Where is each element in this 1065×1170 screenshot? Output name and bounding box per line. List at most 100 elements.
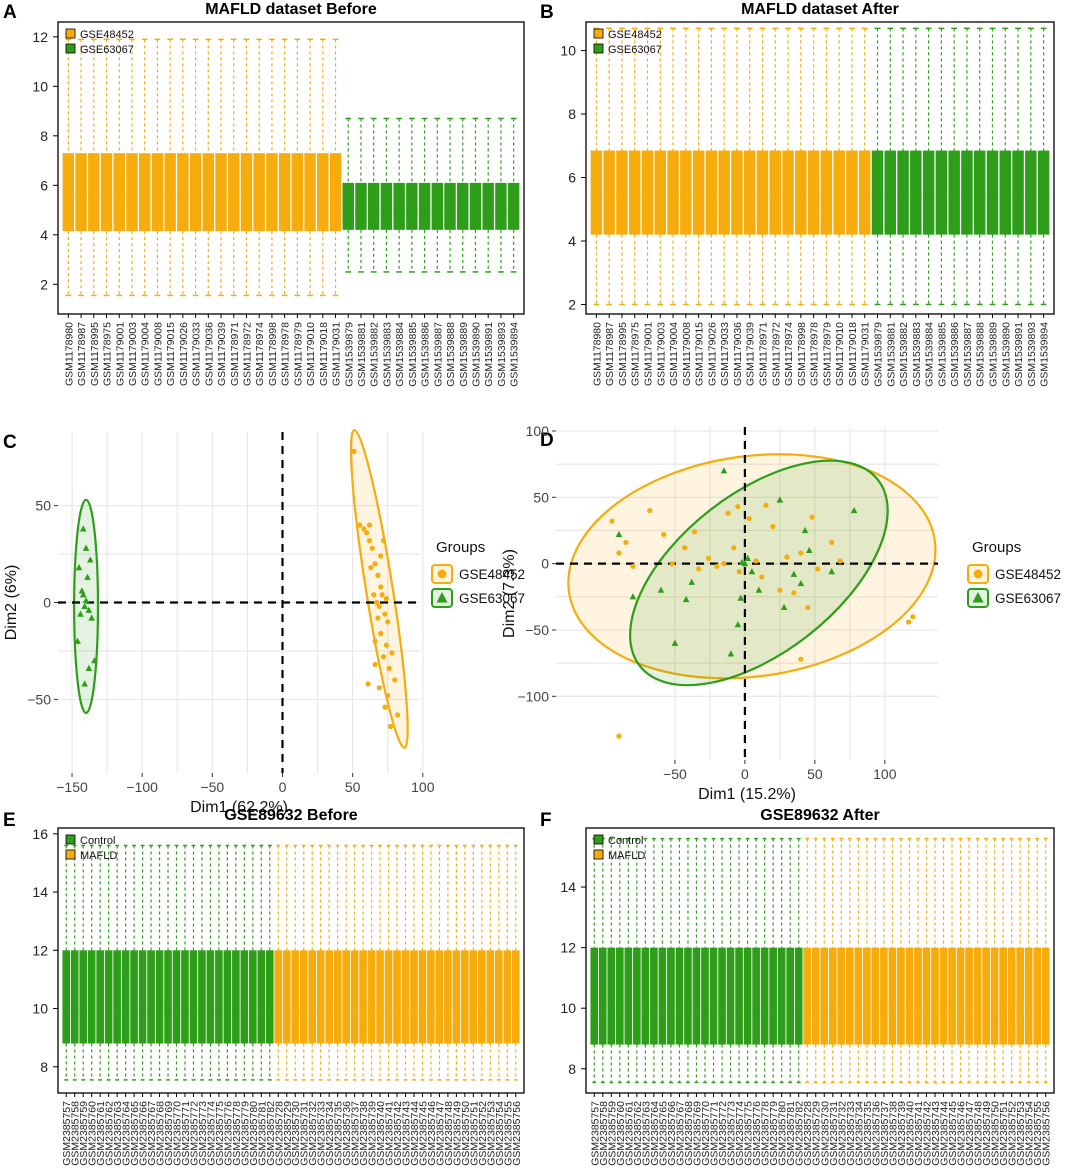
box-GSM2385735 (333, 844, 342, 1081)
box-body (1025, 150, 1037, 235)
x-tick-label: GSM2385764 (121, 1101, 133, 1166)
box-body (939, 947, 948, 1045)
box-body (202, 153, 215, 232)
box-body (177, 153, 189, 232)
box-GSM1178971 (228, 38, 240, 297)
point-GSE63067 (737, 594, 745, 601)
x-tick-label: GSM2385749 (981, 1101, 993, 1166)
x-tick-label: GSM2385778 (760, 1101, 772, 1166)
box-body (215, 153, 227, 232)
box-body (769, 150, 782, 235)
box-GSM2385733 (316, 844, 325, 1081)
box-body (828, 947, 837, 1045)
box-GSM1539893 (495, 117, 507, 273)
point-GSE63067 (77, 610, 84, 617)
box-body (935, 150, 948, 235)
point-GSE48452 (763, 502, 769, 508)
point-GSE48452 (379, 592, 385, 598)
x-tick-label: GSM1539890 (470, 322, 482, 387)
x-tick-label: GSM1179008 (681, 322, 693, 386)
point-GSE48452 (366, 537, 373, 544)
box-body (126, 153, 138, 232)
box-GSM2385730 (820, 837, 829, 1084)
box-body (329, 153, 342, 232)
point-GSE63067 (688, 578, 696, 585)
box-GSM2385768 (684, 837, 692, 1084)
x-tick-label: GSM2385772 (188, 1101, 200, 1166)
box-GSM1179004 (138, 38, 151, 297)
point-GSE48452 (691, 529, 698, 535)
box-GSM1539886 (948, 27, 960, 306)
box-GSM1179001 (113, 38, 125, 297)
x-tick-label: GSM1179004 (668, 322, 680, 386)
box-body (833, 150, 845, 235)
box-GSM1178987 (603, 27, 615, 306)
point-GSE63067 (79, 525, 87, 532)
box-GSM2385773 (198, 844, 206, 1081)
x-tick-label: GSM2385743 (930, 1101, 942, 1166)
box-GSM2385769 (164, 844, 172, 1081)
x-tick-label: GSM2385775 (214, 1101, 226, 1166)
legend-swatch (65, 849, 76, 860)
box-body (138, 153, 151, 232)
x-tick-label: GSM1179001 (114, 322, 126, 386)
box-body (956, 947, 965, 1045)
x-tick-label: −150 (56, 779, 88, 795)
point-GSE63067 (741, 560, 749, 567)
box-body (598, 947, 607, 1045)
x-tick-label: GSM2385747 (964, 1101, 976, 1166)
box-body (215, 950, 223, 1044)
box-body (249, 950, 257, 1044)
x-tick-label: GSM1179010 (834, 322, 846, 386)
box-GSM2385742 (922, 837, 931, 1084)
point-GSE48452 (371, 592, 377, 598)
box-body (680, 150, 692, 235)
x-tick-label: GSM2385761 (623, 1101, 635, 1166)
point-GSE63067 (82, 596, 90, 604)
box-GSM1179039 (743, 27, 756, 306)
point-GSE48452 (770, 523, 776, 530)
panel-letter: D (540, 430, 554, 451)
x-tick-label: GSM2385751 (468, 1101, 480, 1166)
x-tick-label: GSM1179039 (745, 322, 757, 386)
point-GSE63067 (720, 467, 728, 474)
y-tick-label: 14 (32, 884, 48, 900)
legend-swatch (65, 834, 76, 845)
legend-swatch (593, 28, 604, 39)
x-tick-label: GSM1178995 (617, 322, 629, 386)
x-tick-label: GSM2385771 (180, 1101, 192, 1166)
legend-swatch (593, 849, 604, 860)
box-body (820, 947, 829, 1045)
box-GSM2385761 (96, 844, 104, 1081)
x-tick-label: GSM2385759 (606, 1101, 618, 1166)
point-GSE63067 (84, 573, 91, 580)
box-body (641, 947, 650, 1045)
legend-label: GSE63067 (995, 591, 1061, 606)
x-tick-label: GSM2385728 (802, 1101, 814, 1166)
box-body (948, 947, 956, 1045)
box-body (147, 950, 155, 1044)
point-GSE48452 (746, 515, 752, 522)
box-GSM2385771 (181, 844, 189, 1081)
x-tick-label: 50 (345, 779, 361, 795)
legend-marker (436, 592, 448, 603)
box-body (641, 150, 654, 235)
point-GSE63067 (81, 602, 88, 609)
x-tick-label: GSM2385750 (990, 1101, 1002, 1166)
box-body (607, 947, 616, 1045)
x-tick-label: GSM1178975 (630, 322, 642, 386)
x-tick-label: GSM2385743 (401, 1101, 413, 1166)
box-body (718, 150, 730, 235)
box-GSM2385729 (811, 837, 820, 1084)
x-tick-label: GSM1179015 (165, 322, 177, 386)
point-GSE48452 (815, 566, 821, 572)
box-GSM2385770 (701, 837, 709, 1084)
box-GSM2385743 (931, 837, 939, 1084)
box-body (910, 150, 922, 235)
box-body (282, 950, 291, 1044)
box-body (1016, 947, 1025, 1045)
x-tick-label: GSM1539885 (407, 322, 419, 387)
box-GSM1179026 (705, 27, 718, 306)
point-GSE48452 (385, 619, 391, 625)
box-GSM1179001 (641, 27, 654, 306)
